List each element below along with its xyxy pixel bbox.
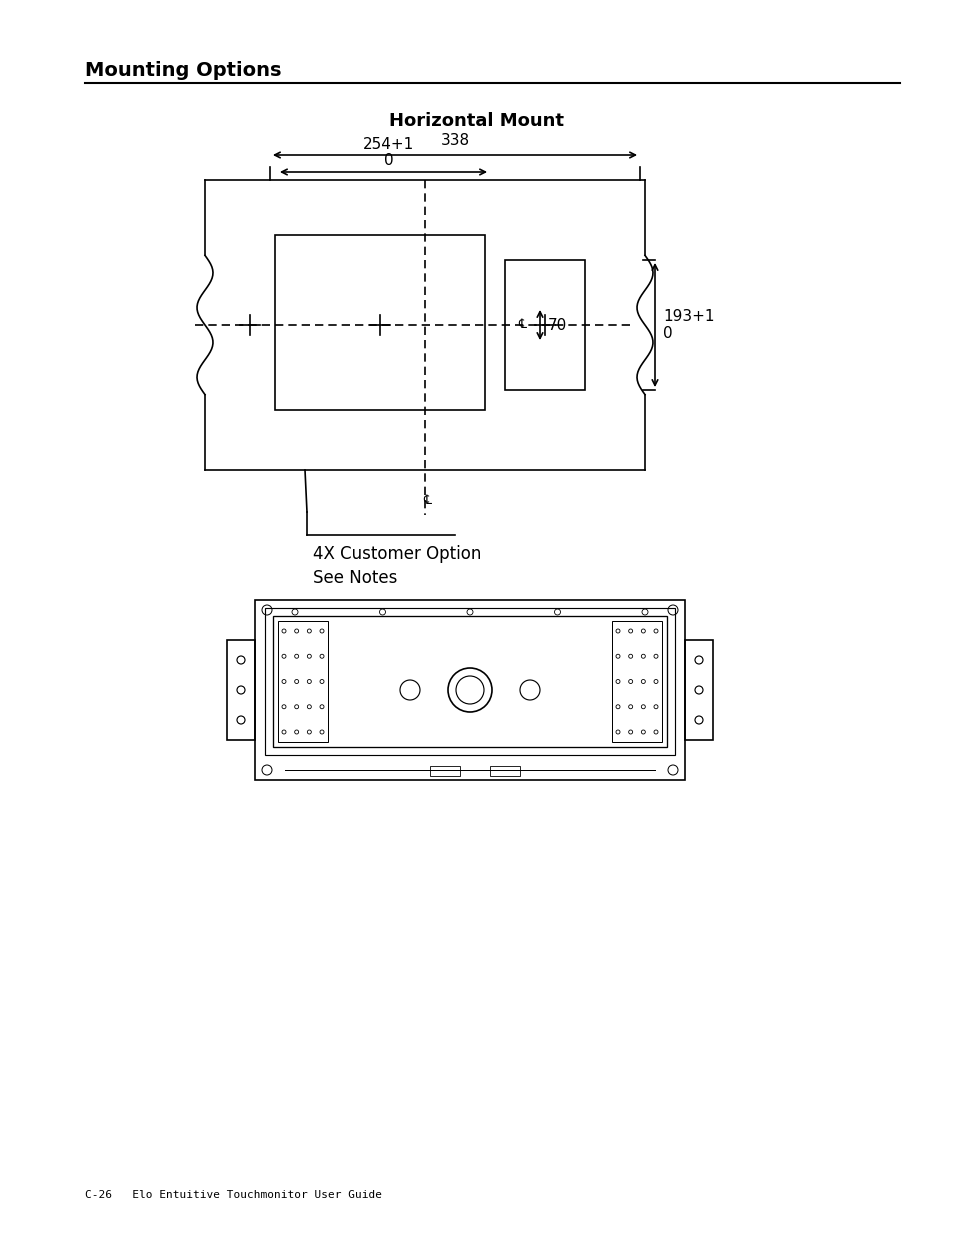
Text: ℄: ℄ [517, 317, 525, 331]
Bar [504, 261, 584, 390]
Bar [684, 640, 712, 740]
Bar [430, 766, 459, 776]
Bar [612, 621, 661, 742]
Text: 254+1
0: 254+1 0 [362, 137, 414, 168]
Text: ℄: ℄ [422, 494, 431, 506]
Text: 338: 338 [440, 133, 469, 148]
Bar [227, 640, 254, 740]
Text: Mounting Options: Mounting Options [85, 61, 281, 80]
Text: Horizontal Mount: Horizontal Mount [389, 112, 564, 130]
Bar [265, 608, 675, 755]
Bar [277, 621, 328, 742]
Text: 193+1
0: 193+1 0 [662, 310, 714, 341]
Bar [274, 235, 484, 410]
Bar [254, 600, 684, 781]
Bar [273, 616, 666, 747]
Text: C-26   Elo Entuitive Touchmonitor User Guide: C-26 Elo Entuitive Touchmonitor User Gui… [85, 1191, 381, 1200]
Text: 4X Customer Option
See Notes: 4X Customer Option See Notes [313, 545, 481, 587]
Text: 70: 70 [547, 317, 567, 332]
Bar [490, 766, 519, 776]
